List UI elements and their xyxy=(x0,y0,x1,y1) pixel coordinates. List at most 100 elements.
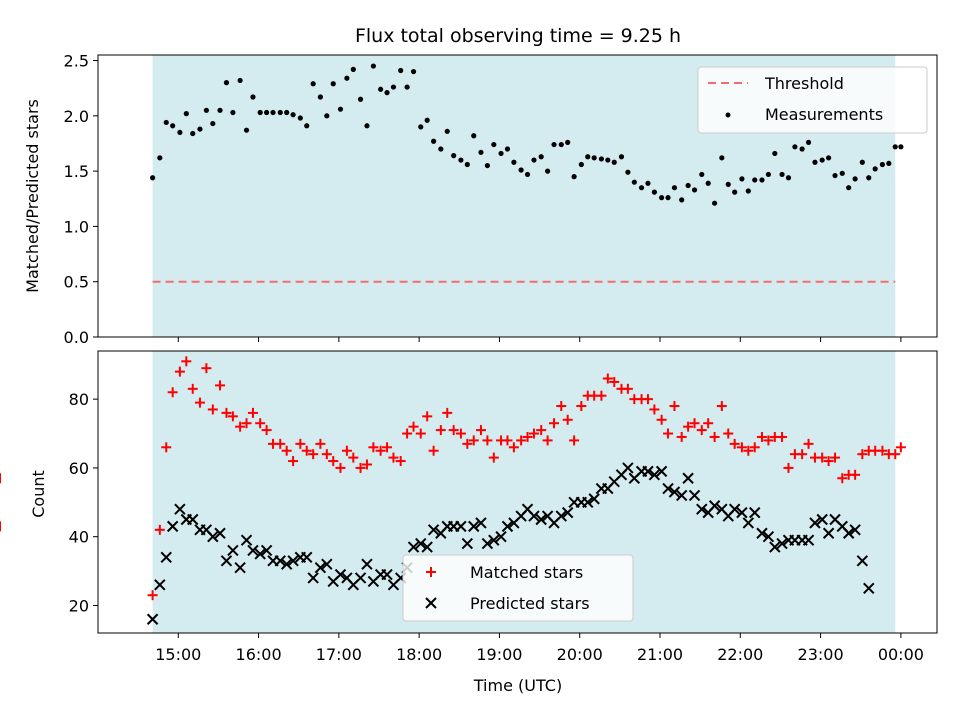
measurement-point xyxy=(431,138,437,144)
matched-star-point xyxy=(549,418,560,429)
legend-predicted-swatch xyxy=(425,597,437,609)
predicted-star-point xyxy=(220,555,233,567)
measurement-point xyxy=(491,141,497,148)
measurement-point xyxy=(699,171,705,178)
bottom-legend[interactable]: Matched stars Predicted stars xyxy=(402,554,634,622)
matched-star-point xyxy=(777,431,788,442)
measurement-point xyxy=(210,120,216,127)
bottom-panel: 20 40 60 80 15:00 16:00 17:00 18:00 19:00 20:00 2… xyxy=(0,350,938,695)
measurement-point xyxy=(765,171,771,178)
predicted-star-point xyxy=(260,544,273,557)
matched-star-point xyxy=(823,456,834,467)
bottom-y-tick-label: 20 xyxy=(69,596,89,615)
matched-star-point xyxy=(528,428,539,439)
top-panel: 0.0 0.5 1.0 1.5 2.0 2.5 Matched/Predicted sta… xyxy=(23,52,938,347)
measurement-point xyxy=(618,154,625,160)
matched-star-point xyxy=(455,428,466,439)
predicted-star-point xyxy=(622,462,634,474)
top-y-tick-label: 1.5 xyxy=(64,162,89,181)
x-tick-label: 21:00 xyxy=(637,645,683,664)
matched-star-point xyxy=(194,397,205,408)
top-y-tick-label: 0.5 xyxy=(64,273,89,292)
x-tick-label: 23:00 xyxy=(798,645,844,664)
predicted-star-point xyxy=(675,489,688,502)
matched-star-point xyxy=(596,390,607,401)
matched-star-point xyxy=(729,438,740,449)
matched-star-point xyxy=(275,438,286,449)
predicted-star-point xyxy=(802,534,815,546)
predicted-star-point xyxy=(247,544,259,557)
measurement-point xyxy=(451,153,457,159)
measurement-point xyxy=(203,107,209,113)
measurement-point xyxy=(458,157,464,163)
predicted-star-point xyxy=(301,551,313,564)
predicted-star-point xyxy=(728,503,741,515)
legend-matched-swatch xyxy=(426,567,436,577)
matched-star-point xyxy=(288,456,299,467)
top-legend[interactable]: Threshold Measurements xyxy=(697,66,928,134)
measurement-point xyxy=(832,172,838,179)
matched-star-point xyxy=(468,435,479,446)
matched-star-point xyxy=(167,387,178,398)
predicted-star-point xyxy=(361,558,373,570)
matched-star-point xyxy=(221,407,232,418)
measurement-point xyxy=(478,149,484,155)
matched-star-point xyxy=(428,445,439,456)
x-tick-label: 16:00 xyxy=(236,645,282,664)
matched-star-point xyxy=(602,373,613,384)
top-y-axis-label: Matched/Predicted stars xyxy=(23,99,42,293)
matched-star-point xyxy=(837,473,848,484)
predicted-star-point xyxy=(655,465,668,478)
x-axis-label: Time (UTC) xyxy=(473,676,562,695)
measurement-point xyxy=(357,96,364,102)
predicted-star-point xyxy=(334,568,347,581)
predicted-star-point xyxy=(528,510,540,522)
measurement-point xyxy=(852,176,858,182)
measurement-point xyxy=(866,175,872,181)
measurement-point xyxy=(317,94,323,100)
measurement-point xyxy=(304,123,310,129)
measurement-point xyxy=(872,166,878,172)
measurement-point xyxy=(805,139,812,145)
measurement-point xyxy=(799,146,805,152)
bottom-y-ticks: 20 40 60 80 xyxy=(69,390,98,615)
measurement-point xyxy=(712,200,718,206)
x-tick-label: 19:00 xyxy=(476,645,522,664)
legend-measurements-swatch xyxy=(725,112,731,118)
matched-star-point xyxy=(422,411,433,422)
predicted-star-point xyxy=(287,555,299,567)
predicted-star-point xyxy=(461,537,474,550)
measurement-point xyxy=(157,155,163,161)
measurement-point xyxy=(324,113,330,119)
measurement-point xyxy=(732,189,738,195)
measurement-point xyxy=(892,144,898,150)
measurement-point xyxy=(484,162,490,169)
measurement-point xyxy=(344,75,350,81)
legend-measurements-label: Measurements xyxy=(765,105,883,124)
measurement-point xyxy=(223,80,230,86)
measurement-point xyxy=(243,127,250,133)
measurement-point xyxy=(149,175,156,181)
measurement-point xyxy=(759,177,765,183)
measurement-point xyxy=(424,117,430,123)
predicted-star-point xyxy=(381,568,393,581)
matched-star-point xyxy=(723,428,734,439)
matched-star-point xyxy=(803,438,814,449)
predicted-star-point xyxy=(280,558,293,570)
measurement-point xyxy=(518,167,524,173)
matched-star-point xyxy=(361,459,372,470)
bottom-y-tick-label: 80 xyxy=(69,390,89,409)
bottom-y-axis-label: Count xyxy=(29,470,48,518)
measurement-point xyxy=(404,84,410,90)
predicted-star-point xyxy=(407,541,420,553)
predicted-star-point xyxy=(749,506,761,519)
predicted-star-point xyxy=(427,524,440,536)
matched-star-point xyxy=(663,428,674,439)
predicted-star-point xyxy=(648,469,661,481)
measurement-point xyxy=(671,185,678,191)
x-tick-label: 17:00 xyxy=(316,645,362,664)
measurement-point xyxy=(438,146,444,152)
measurement-point xyxy=(538,154,544,160)
predicted-star-point xyxy=(561,506,574,519)
